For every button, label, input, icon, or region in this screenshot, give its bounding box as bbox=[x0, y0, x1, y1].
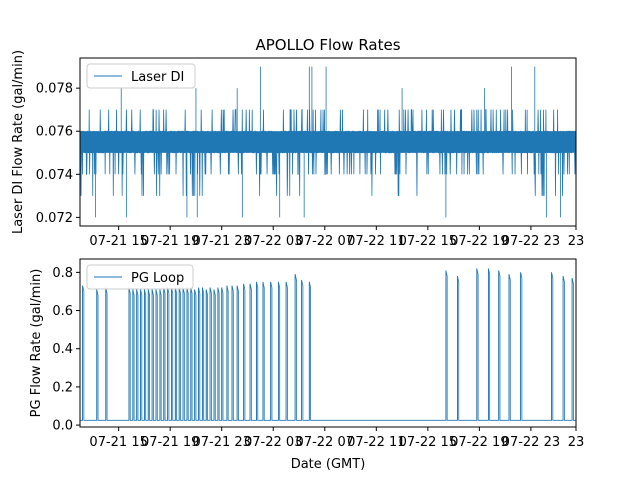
laser-di-x-tick-label: 07-22 19 bbox=[450, 234, 508, 249]
pg-loop-y-tick-label: 0.6 bbox=[52, 304, 73, 319]
chart-title: APOLLO Flow Rates bbox=[255, 36, 400, 54]
laser-di-x-tick-label: 07-22 07 bbox=[296, 234, 354, 249]
pg-loop-y-ticks: 0.0 0.2 0.4 0.6 0.8 bbox=[52, 266, 80, 434]
pg-loop-x-tick-label: 07-22 03 bbox=[244, 435, 302, 450]
pg-loop-series bbox=[80, 268, 576, 421]
laser-di-x-tick-label: 07-22 15 bbox=[399, 234, 457, 249]
laser-di-axes-frame bbox=[79, 57, 577, 227]
pg-loop-x-tick-label: 07-22 07 bbox=[296, 435, 354, 450]
laser-di-series-line bbox=[79, 109, 576, 196]
pg-loop-x-tick-label: 07-22 19 bbox=[450, 435, 508, 450]
laser-di-legend-box bbox=[86, 63, 196, 89]
pg-loop-y-tick-label: 0.4 bbox=[52, 342, 73, 357]
pg-loop-y-tick-label: 0.8 bbox=[52, 266, 73, 281]
laser-di-x-tick-label: 07-21 19 bbox=[141, 234, 199, 249]
pg-loop-legend: PG Loop bbox=[86, 264, 194, 290]
laser-di-x-tick-label: 23 bbox=[568, 234, 585, 249]
pg-loop-legend-label: PG Loop bbox=[131, 271, 184, 286]
pg-loop-y-axis-label: PG Flow Rate (gal/min) bbox=[29, 269, 44, 418]
x-axis-label: Date (GMT) bbox=[291, 457, 366, 472]
laser-di-x-tick-label: 07-21 15 bbox=[89, 234, 147, 249]
pg-loop-x-tick-label: 07-22 15 bbox=[399, 435, 457, 450]
pg-loop-x-tick-label: 07-21 15 bbox=[89, 435, 147, 450]
pg-loop-x-tick-label: 07-22 11 bbox=[347, 435, 405, 450]
laser-di-y-tick-label: 0.072 bbox=[36, 211, 73, 226]
laser-di-x-tick-label: 07-22 23 bbox=[502, 234, 560, 249]
laser-di-y-ticks: 0.072 0.074 0.076 0.078 bbox=[36, 82, 80, 226]
pg-loop-x-tick-label: 23 bbox=[568, 435, 585, 450]
pg-loop-x-tick-label: 07-21 23 bbox=[192, 435, 250, 450]
laser-di-series bbox=[79, 66, 576, 218]
pg-loop-axes-frame bbox=[79, 258, 577, 428]
laser-di-y-tick-label: 0.074 bbox=[36, 168, 73, 183]
pg-loop-x-tick-label: 07-21 19 bbox=[141, 435, 199, 450]
pg-loop-legend-box bbox=[86, 264, 194, 290]
laser-di-y-tick-label: 0.078 bbox=[36, 82, 73, 97]
pg-loop-y-tick-label: 0.2 bbox=[52, 380, 73, 395]
laser-di-y-tick-label: 0.076 bbox=[36, 125, 73, 140]
laser-di-x-tick-label: 07-22 11 bbox=[347, 234, 405, 249]
laser-di-legend-label: Laser DI bbox=[131, 70, 184, 85]
pg-loop-x-tick-label: 07-22 23 bbox=[502, 435, 560, 450]
pg-loop-y-tick-label: 0.0 bbox=[52, 419, 73, 434]
laser-di-x-tick-label: 07-22 03 bbox=[244, 234, 302, 249]
laser-di-legend: Laser DI bbox=[86, 63, 196, 89]
laser-di-x-tick-label: 07-21 23 bbox=[192, 234, 250, 249]
laser-di-y-axis-label: Laser DI Flow Rate (gal/min) bbox=[11, 50, 26, 234]
laser-di-dense-band bbox=[80, 131, 576, 153]
